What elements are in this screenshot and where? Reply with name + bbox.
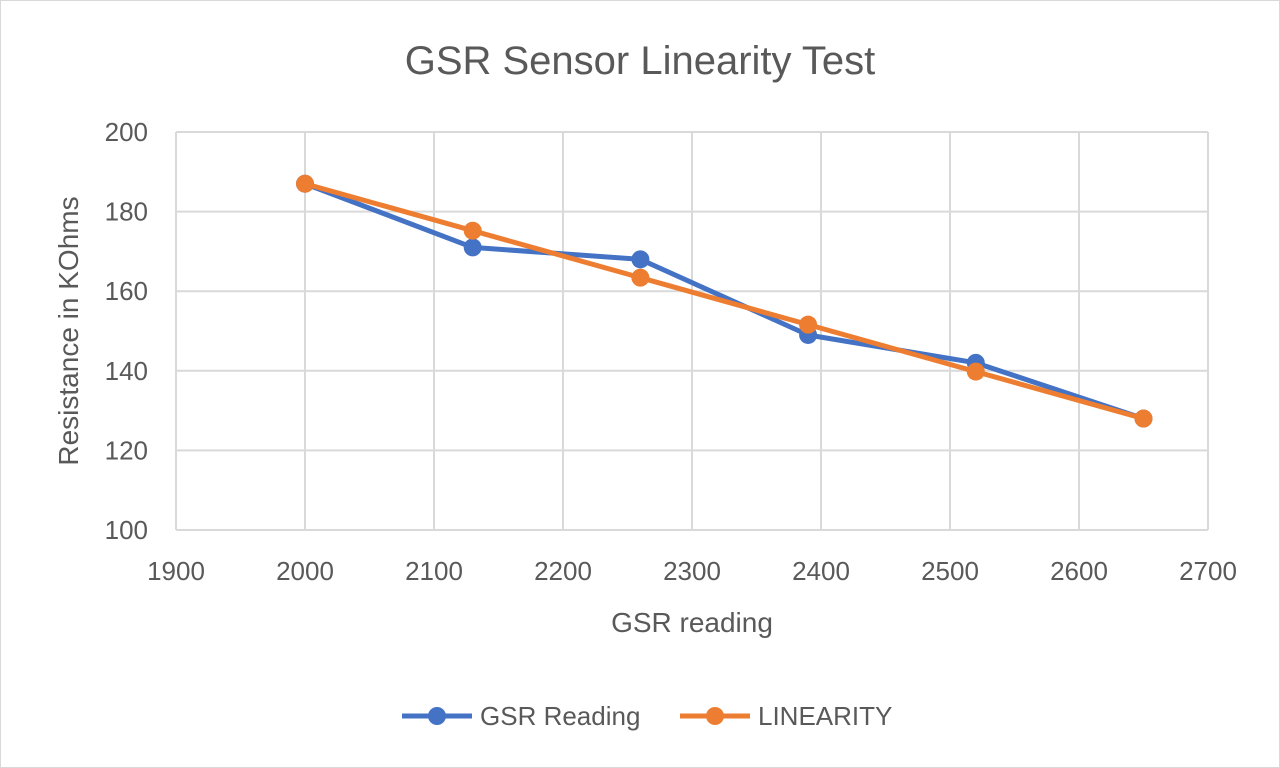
x-tick-label: 2300 bbox=[663, 556, 721, 586]
chart-title: GSR Sensor Linearity Test bbox=[405, 39, 876, 83]
gridlines bbox=[175, 131, 1209, 531]
y-tick-label: 120 bbox=[105, 435, 148, 465]
x-tick-label: 2400 bbox=[792, 556, 850, 586]
y-tick-label: 140 bbox=[105, 356, 148, 386]
x-tick-label: 2000 bbox=[276, 556, 334, 586]
legend-marker bbox=[706, 707, 724, 725]
legend-item: LINEARITY bbox=[680, 701, 892, 731]
x-tick-label: 2500 bbox=[921, 556, 979, 586]
legend-item: GSR Reading bbox=[402, 701, 640, 731]
x-axis-title: GSR reading bbox=[611, 607, 773, 638]
legend: GSR Reading LINEARITY bbox=[402, 701, 892, 731]
data-point bbox=[463, 238, 482, 257]
legend-label: LINEARITY bbox=[758, 701, 892, 731]
legend-marker bbox=[428, 707, 446, 725]
data-point bbox=[631, 268, 650, 287]
y-tick-label: 100 bbox=[105, 515, 148, 545]
y-axis-title: Resistance in KOhms bbox=[53, 196, 84, 465]
series-group bbox=[296, 174, 1153, 428]
legend-label: GSR Reading bbox=[480, 701, 640, 731]
data-point bbox=[1134, 409, 1153, 428]
data-point bbox=[966, 362, 985, 381]
x-tick-label: 2200 bbox=[534, 556, 592, 586]
data-point bbox=[799, 315, 818, 334]
data-point bbox=[296, 174, 314, 193]
data-point bbox=[463, 221, 482, 240]
tick-labels: 100 120 140 160 180 200 1900 2000 2100 2200 2300 24… bbox=[105, 117, 1237, 586]
x-tick-label: 2600 bbox=[1050, 556, 1108, 586]
x-tick-label: 2100 bbox=[405, 556, 463, 586]
x-tick-label: 2700 bbox=[1179, 556, 1237, 586]
x-tick-label: 1900 bbox=[147, 556, 205, 586]
series-line bbox=[302, 181, 1146, 422]
series-line bbox=[302, 181, 1146, 422]
series-2 bbox=[296, 174, 1153, 428]
y-tick-label: 160 bbox=[105, 276, 148, 306]
y-tick-label: 200 bbox=[105, 117, 148, 147]
data-point bbox=[631, 250, 650, 269]
y-tick-label: 180 bbox=[105, 197, 148, 227]
